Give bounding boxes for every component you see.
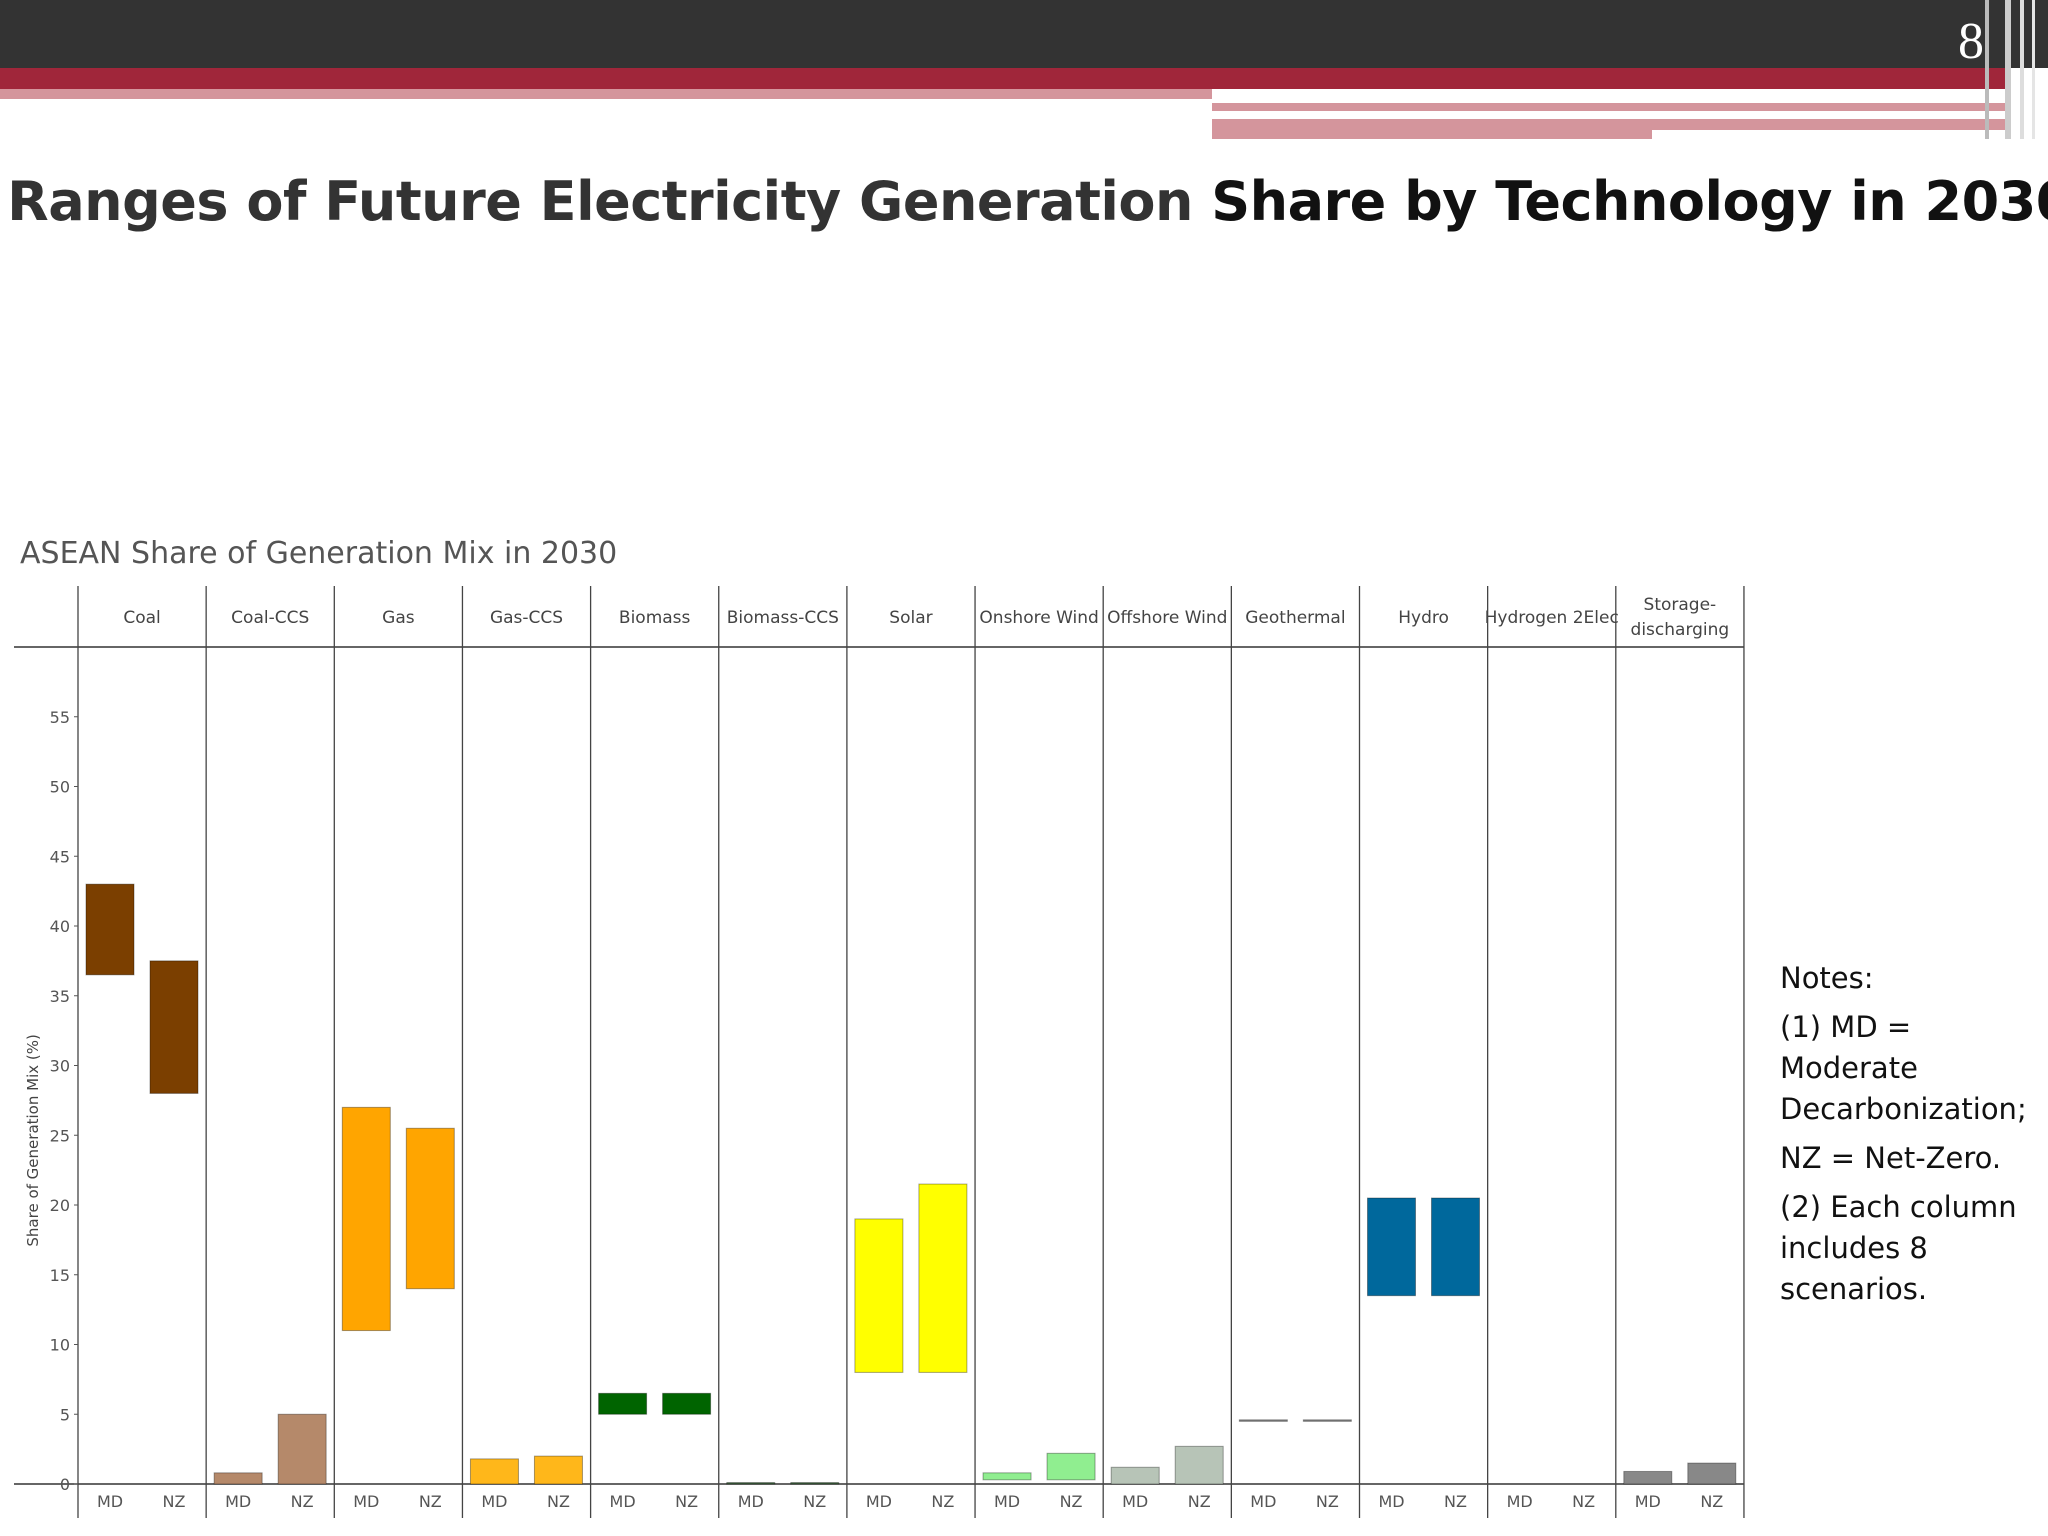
y-tick-label: 15 [50,1266,70,1285]
range-bar [277,1413,327,1485]
y-axis-title: Share of Generation Mix (%) [24,1034,42,1246]
subcategory-label: NZ [1316,1492,1339,1511]
range-bar [405,1127,455,1290]
y-tick-label: 5 [60,1405,70,1424]
column-header-label: Hydro [1398,608,1449,628]
column-header-label: Hydrogen 2Elec [1485,608,1619,628]
y-tick-label: 55 [50,708,70,727]
column-header-label: Biomass [619,608,691,628]
range-bar [1046,1452,1096,1481]
range-bar [533,1455,583,1485]
subcategory-label: MD [738,1492,764,1511]
range-bar [918,1183,968,1373]
accent-band-right-5 [1652,130,2005,139]
column-header-label: Gas [382,608,415,628]
accent-band-right-2 [1212,103,2005,111]
y-tick-label: 30 [50,1057,70,1076]
accent-band-red [0,68,2005,89]
range-bar [854,1218,904,1373]
subcategory-label: NZ [931,1492,954,1511]
side-stripe-3 [2020,0,2024,139]
range-bar [149,960,199,1094]
range-bar [662,1392,712,1415]
subcategory-label: NZ [419,1492,442,1511]
top-bar [0,0,2048,68]
range-bar [1623,1470,1673,1485]
range-bar [1687,1462,1737,1485]
range-bar [1174,1445,1224,1485]
range-bar [469,1458,519,1485]
column-header-label: Coal [123,608,160,628]
side-stripe-2 [2005,0,2011,139]
range-bar [213,1472,263,1485]
slide-number: 8 [1958,13,1984,70]
subcategory-label: MD [1507,1492,1533,1511]
notes-panel: Notes: (1) MD = Moderate Decarbonization… [1780,958,2040,1318]
range-bar [598,1392,648,1415]
subcategory-label: NZ [1700,1492,1723,1511]
subcategory-label: MD [1378,1492,1404,1511]
column-header-label: Biomass-CCS [727,608,839,628]
side-stripe-1 [1985,0,1989,139]
notes-line1: (1) MD = Moderate Decarbonization; [1780,1010,2027,1126]
column-header-label: Geothermal [1245,608,1345,628]
subcategory-label: NZ [291,1492,314,1511]
column-header-label: Onshore Wind [979,608,1098,628]
chart-title: ASEAN Share of Generation Mix in 2030 [20,536,618,571]
subcategory-label: NZ [1444,1492,1467,1511]
y-tick-label: 10 [50,1336,70,1355]
range-bar [726,1482,776,1485]
accent-band-pink [0,89,1212,99]
subcategory-label: NZ [1572,1492,1595,1511]
y-tick-label: 20 [50,1196,70,1215]
subcategory-label: MD [225,1492,251,1511]
column-header-label: Coal-CCS [231,608,309,628]
column-header-label: discharging [1631,620,1730,640]
range-bar [341,1106,391,1332]
range-bar [85,883,135,976]
notes-heading: Notes: [1780,961,1874,995]
column-header-label: Storage- [1644,595,1717,615]
y-tick-label: 25 [50,1126,70,1145]
slide-title-part2: Share by Technology in 2030 [1211,170,2048,233]
y-tick-label: 40 [50,917,70,936]
subcategory-label: MD [481,1492,507,1511]
subcategory-label: NZ [163,1492,186,1511]
subcategory-label: NZ [1188,1492,1211,1511]
accent-band-right-3 [1212,111,1896,119]
y-tick-label: 50 [50,778,70,797]
subcategory-label: MD [353,1492,379,1511]
notes-line2: NZ = Net-Zero. [1780,1141,2002,1175]
notes-line3: (2) Each column includes 8 scenarios. [1780,1190,2017,1306]
range-bar [1367,1197,1416,1297]
column-header-label: Offshore Wind [1107,608,1227,628]
range-bar [1238,1419,1288,1422]
subcategory-label: NZ [1060,1492,1083,1511]
slide-title: Ranges of Future Electricity Generation … [0,170,2048,233]
y-tick-label: 45 [50,847,70,866]
range-bar [1431,1197,1480,1297]
y-tick-label: 0 [60,1475,70,1494]
range-bar [1110,1466,1160,1485]
subcategory-label: MD [994,1492,1020,1511]
side-stripe-4 [2032,0,2035,139]
y-tick-label: 35 [50,987,70,1006]
subcategory-label: MD [610,1492,636,1511]
column-header-label: Solar [889,608,932,628]
subcategory-label: MD [866,1492,892,1511]
subcategory-label: MD [97,1492,123,1511]
subcategory-label: MD [1635,1492,1661,1511]
subcategory-label: MD [1250,1492,1276,1511]
slide-title-part1: Ranges of Future Electricity Generation [7,170,1212,233]
subcategory-label: NZ [547,1492,570,1511]
share-chart: 0 5 10 15 20 25 30 35 40 45 50 55 Share of Generatio… [14,586,1745,1518]
subcategory-label: NZ [675,1492,698,1511]
accent-band-right-1 [1212,89,2005,103]
range-bar [982,1472,1032,1481]
column-header-label: Gas-CCS [490,608,563,628]
range-bar [1302,1419,1352,1422]
subcategory-label: MD [1122,1492,1148,1511]
subcategory-label: NZ [803,1492,826,1511]
range-bar [790,1482,840,1485]
